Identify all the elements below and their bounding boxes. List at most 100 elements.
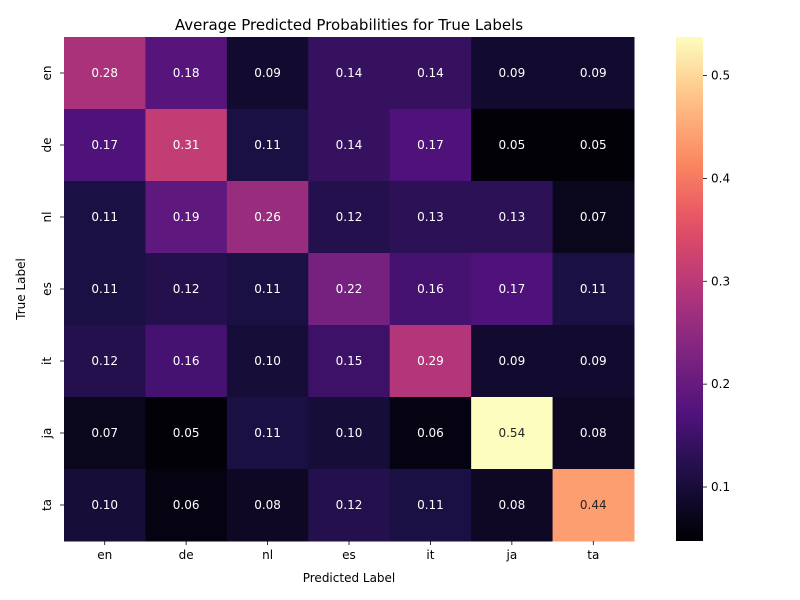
cell-value-label: 0.09	[498, 66, 525, 80]
y-tick-label: ta	[40, 499, 54, 511]
cell-value-label: 0.12	[336, 210, 363, 224]
x-tick-label: de	[179, 548, 194, 562]
cell-value-label: 0.09	[254, 66, 281, 80]
heatmap-cell	[389, 397, 472, 470]
heatmap-cell	[308, 397, 391, 470]
heatmap-cell	[552, 397, 635, 470]
heatmap-cell	[145, 253, 228, 326]
cell-value-label: 0.08	[498, 498, 525, 512]
cell-value-label: 0.17	[417, 138, 444, 152]
cell-value-label: 0.12	[173, 282, 200, 296]
colorbar: 0.1 0.2 0.3 0.4 0.5	[676, 37, 730, 541]
cell-value-label: 0.16	[173, 354, 200, 368]
heatmap-cell	[471, 181, 554, 254]
cell-value-label: 0.31	[173, 138, 200, 152]
y-tick-label: ja	[40, 428, 54, 440]
x-tick-label: en	[97, 548, 112, 562]
cell-value-label: 0.11	[91, 282, 118, 296]
cell-value-label: 0.11	[417, 498, 444, 512]
heatmap-cell	[226, 253, 309, 326]
heatmap-cell	[552, 37, 635, 110]
heatmap-cell	[389, 109, 472, 182]
heatmap-cell	[64, 181, 146, 254]
colorbar-tick-label: 0.2	[711, 377, 730, 391]
heatmap-cell	[552, 109, 635, 182]
heatmap-cell	[308, 181, 391, 254]
heatmap-cell	[471, 397, 554, 470]
cell-value-label: 0.22	[336, 282, 363, 296]
x-tick-label: ta	[587, 548, 599, 562]
heatmap-cell	[64, 109, 146, 182]
x-tick-labels: en de nl es it ja ta	[97, 541, 599, 562]
heatmap-cell	[64, 37, 146, 110]
cell-value-label: 0.10	[91, 498, 118, 512]
heatmap-cell	[389, 325, 472, 398]
colorbar-tick-label: 0.1	[711, 480, 730, 494]
cell-value-label: 0.19	[173, 210, 200, 224]
cell-value-label: 0.15	[336, 354, 363, 368]
colorbar-tick-label: 0.4	[711, 171, 730, 185]
cell-value-label: 0.11	[254, 138, 281, 152]
heatmap-cell	[145, 109, 228, 182]
y-tick-label: it	[40, 357, 54, 365]
cell-value-label: 0.13	[498, 210, 525, 224]
heatmap-cell	[308, 109, 391, 182]
cell-value-label: 0.28	[91, 66, 118, 80]
cell-value-label: 0.06	[417, 426, 444, 440]
heatmap-cell	[389, 253, 472, 326]
cell-value-label: 0.09	[498, 354, 525, 368]
cell-value-label: 0.05	[580, 138, 607, 152]
heatmap-cell	[389, 37, 472, 110]
cell-value-label: 0.09	[580, 66, 607, 80]
heatmap-cell	[64, 469, 146, 542]
cell-value-label: 0.08	[254, 498, 281, 512]
cell-value-label: 0.12	[336, 498, 363, 512]
cell-value-label: 0.14	[336, 138, 363, 152]
colorbar-tick-label: 0.3	[711, 274, 730, 288]
cell-value-label: 0.44	[580, 498, 607, 512]
heatmap-cell	[226, 109, 309, 182]
y-tick-labels: en de nl es it ja ta	[40, 66, 64, 511]
y-axis-label: True Label	[14, 258, 28, 321]
heatmap-cell	[552, 469, 635, 542]
heatmap-cell	[471, 469, 554, 542]
heatmap-cell	[471, 37, 554, 110]
heatmap-cell	[226, 181, 309, 254]
heatmap-cell	[308, 325, 391, 398]
y-tick-label: es	[40, 282, 54, 296]
cell-value-label: 0.11	[254, 426, 281, 440]
cell-value-label: 0.11	[580, 282, 607, 296]
cell-value-label: 0.05	[498, 138, 525, 152]
cell-value-label: 0.14	[417, 66, 444, 80]
heatmap-cell	[471, 253, 554, 326]
heatmap-cell	[389, 469, 472, 542]
heatmap-cell	[308, 37, 391, 110]
y-tick-label: en	[40, 66, 54, 81]
cell-value-label: 0.17	[498, 282, 525, 296]
heatmap-cell	[64, 253, 146, 326]
cell-value-label: 0.54	[498, 426, 525, 440]
cell-value-label: 0.11	[254, 282, 281, 296]
cell-value-label: 0.17	[91, 138, 118, 152]
y-tick-label: de	[40, 138, 54, 153]
cell-value-label: 0.10	[336, 426, 363, 440]
cell-value-label: 0.12	[91, 354, 118, 368]
heatmap-cell	[64, 325, 146, 398]
heatmap-cell	[308, 253, 391, 326]
heatmap-cell	[226, 469, 309, 542]
cell-value-label: 0.10	[254, 354, 281, 368]
cell-value-label: 0.26	[254, 210, 281, 224]
heatmap-cell	[471, 325, 554, 398]
heatmap-cells: 0.28 0.18 0.09 0.14 0.14 0.09 0.09 0.17 0.31 0.11…	[64, 37, 635, 542]
x-axis-label: Predicted Label	[303, 571, 396, 585]
chart-title: Average Predicted Probabilities for True…	[175, 16, 523, 34]
heatmap-cell	[226, 37, 309, 110]
heatmap-cell	[145, 325, 228, 398]
cell-value-label: 0.11	[91, 210, 118, 224]
heatmap-cell	[308, 469, 391, 542]
heatmap-cell	[552, 325, 635, 398]
heatmap-cell	[145, 37, 228, 110]
colorbar-gradient	[676, 37, 703, 541]
cell-value-label: 0.09	[580, 354, 607, 368]
